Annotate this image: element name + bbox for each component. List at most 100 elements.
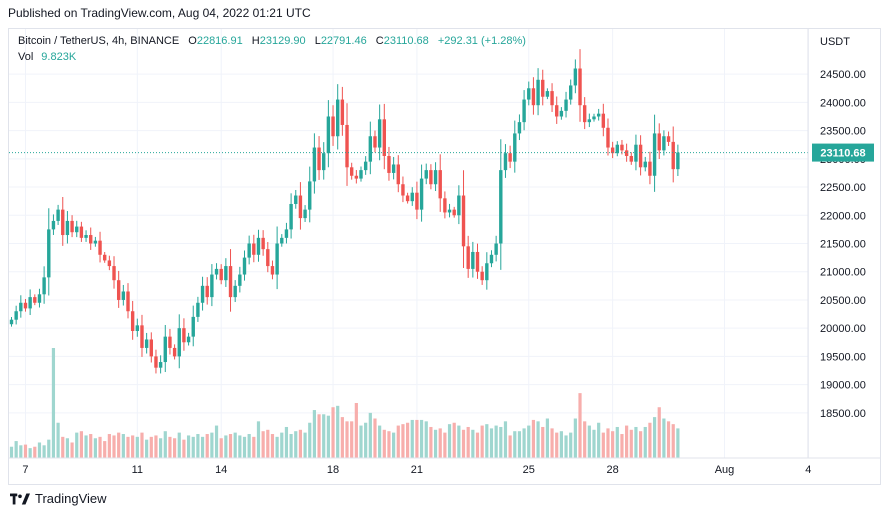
candle <box>331 116 335 137</box>
volume-bar <box>387 431 391 458</box>
volume-bar <box>19 445 23 458</box>
candle <box>475 251 480 272</box>
candle <box>158 362 163 368</box>
volume-bar <box>112 435 116 458</box>
candle <box>308 181 312 210</box>
x-tick-label: 21 <box>411 464 423 476</box>
volume-bar <box>457 425 461 458</box>
candle <box>182 328 186 343</box>
volume-value: 9.823K <box>41 51 77 63</box>
volume-bar <box>331 407 335 458</box>
volume-bar <box>564 435 568 458</box>
volume-bar <box>368 412 372 458</box>
volume-bar <box>597 422 601 458</box>
candle <box>643 161 647 168</box>
candle <box>28 297 32 309</box>
y-tick-label: 19000.00 <box>820 380 866 392</box>
candle <box>275 243 279 275</box>
candle <box>648 161 652 176</box>
volume-bar <box>107 434 111 458</box>
candle <box>103 254 107 261</box>
volume-bar <box>657 407 661 458</box>
candle <box>266 249 270 267</box>
volume-bar <box>406 422 410 458</box>
last-price-badge <box>812 143 874 162</box>
volume-bar <box>336 405 340 458</box>
candle <box>419 178 424 210</box>
candle <box>270 266 275 275</box>
candle <box>569 85 573 100</box>
candle <box>545 91 550 97</box>
volume-bar <box>28 448 32 458</box>
candle <box>256 237 261 255</box>
candle <box>130 311 135 331</box>
candle <box>480 271 484 281</box>
candle <box>84 235 88 238</box>
candle <box>592 116 596 120</box>
candle <box>340 99 345 125</box>
volume-bar <box>662 418 666 458</box>
volume-bar <box>173 438 177 458</box>
candle <box>33 297 37 303</box>
volume-bar <box>145 439 149 458</box>
volume-bar <box>499 426 503 458</box>
x-tick-label: 25 <box>523 464 535 476</box>
candle <box>666 136 671 142</box>
volume-bar <box>149 436 153 458</box>
candle <box>443 198 447 213</box>
candle <box>149 339 153 357</box>
volume-bar <box>396 425 400 458</box>
footer-brand: TradingView <box>35 491 107 506</box>
candle <box>461 195 466 247</box>
volume-bar <box>392 432 396 458</box>
volume-bar <box>545 418 549 458</box>
close-value: 23110.68 <box>383 35 429 47</box>
candle <box>200 285 205 303</box>
candle <box>555 105 559 117</box>
low-value: 22791.46 <box>320 35 367 47</box>
volume-bar <box>629 429 633 458</box>
candle <box>624 150 629 157</box>
volume-bar <box>200 436 205 458</box>
candle <box>317 147 321 171</box>
volume-bar <box>475 432 480 458</box>
volume-bar <box>345 421 349 458</box>
candle <box>615 144 619 154</box>
candle <box>51 220 56 230</box>
volume-bar <box>210 432 214 458</box>
volume-bar <box>480 425 484 458</box>
candle <box>587 119 592 123</box>
volume-bar <box>289 434 293 458</box>
volume-bar <box>154 435 158 458</box>
candle <box>303 209 307 219</box>
candle <box>494 243 498 255</box>
volume-bar <box>513 431 517 458</box>
volume-bar <box>527 425 531 458</box>
volume-bar <box>503 421 508 458</box>
volume-bar <box>471 429 475 458</box>
candle <box>205 285 209 298</box>
volume-bar <box>261 431 265 458</box>
volume-bar <box>522 428 526 458</box>
candle <box>531 88 536 106</box>
candle <box>336 99 340 137</box>
candle <box>247 243 251 258</box>
x-tick-label: 7 <box>22 464 28 476</box>
volume-bar <box>671 424 675 458</box>
candle <box>415 192 419 210</box>
candle <box>219 268 223 281</box>
volume-bar <box>559 431 563 458</box>
y-tick-label: 21000.00 <box>820 267 866 279</box>
volume-bar <box>583 421 587 458</box>
candle <box>294 195 298 204</box>
y-tick-label: 20500.00 <box>820 295 866 307</box>
volume-bar <box>415 419 419 458</box>
x-tick-label: 14 <box>215 464 227 476</box>
volume-bar <box>494 425 498 458</box>
volume-bar <box>592 429 596 458</box>
candle <box>112 266 116 281</box>
volume-bar <box>643 426 647 458</box>
volume-bar <box>373 418 377 458</box>
volume-bar <box>177 432 181 458</box>
